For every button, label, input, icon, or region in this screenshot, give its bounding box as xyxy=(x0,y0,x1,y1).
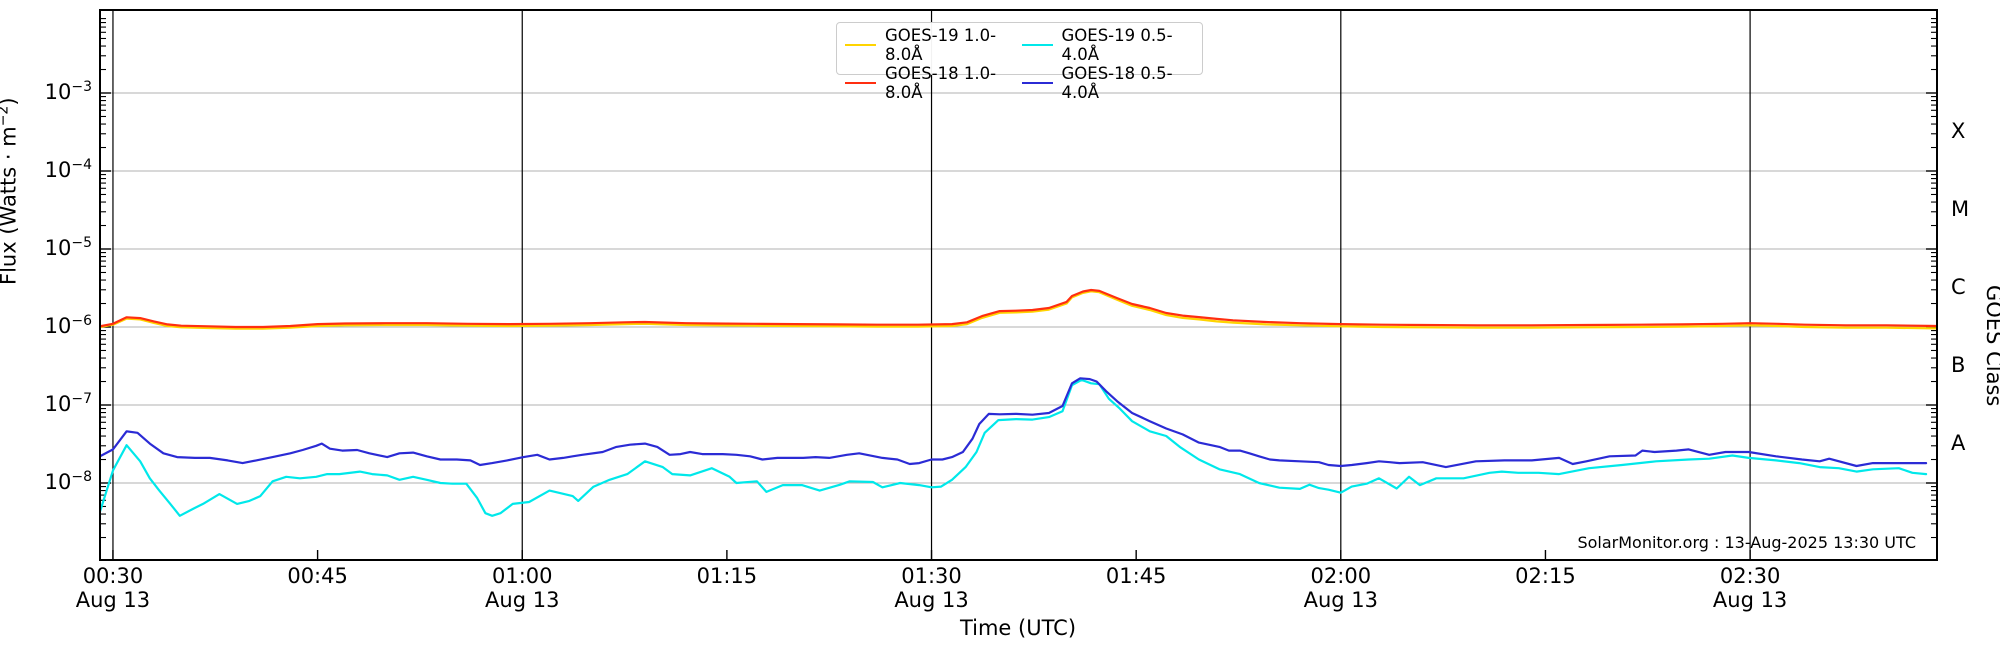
legend: GOES-19 1.0-8.0Å GOES-18 1.0-8.0Å GOES-19 … xyxy=(836,22,1203,102)
x-tick-label: 02:15 xyxy=(1515,564,1576,588)
y-tick-label: 10−4 xyxy=(44,157,92,182)
legend-item: GOES-19 1.0-8.0Å xyxy=(843,26,1020,64)
x-tick-label: 00:30 xyxy=(82,564,144,588)
x-tick-date-label: Aug 13 xyxy=(1303,588,1378,612)
x-axis-title: Time (UTC) xyxy=(959,616,1077,640)
legend-item: GOES-18 0.5-4.0Å xyxy=(1020,64,1197,102)
goes-class-label: C xyxy=(1951,275,1966,299)
goes-class-label: X xyxy=(1951,119,1966,143)
plot-frame xyxy=(99,9,1938,561)
x-tick-label: 01:30 xyxy=(901,564,962,588)
legend-line-swatch xyxy=(845,44,876,46)
legend-item: GOES-19 0.5-4.0Å xyxy=(1020,26,1197,64)
watermark-text: SolarMonitor.org : 13-Aug-2025 13:30 UTC xyxy=(1577,533,1916,552)
x-tick-date-label: Aug 13 xyxy=(75,588,151,612)
legend-label: GOES-18 1.0-8.0Å xyxy=(885,64,997,102)
goes-class-label: M xyxy=(1951,197,1970,221)
legend-line-swatch xyxy=(1021,82,1053,84)
series-GOES-19 0.5-4.0Å xyxy=(100,378,1928,517)
y-axis-title-right: GOES Class xyxy=(1982,285,2000,407)
legend-label: GOES-19 1.0-8.0Å xyxy=(885,26,997,64)
series-GOES-18 0.5-4.0Å xyxy=(100,377,1928,469)
x-tick-label: 02:00 xyxy=(1310,564,1372,588)
series-GOES-18 1.0-8.0Å xyxy=(100,288,1937,329)
y-tick-label: 10−8 xyxy=(44,469,92,494)
x-tick-label: 01:45 xyxy=(1105,564,1167,588)
x-tick-date-label: Aug 13 xyxy=(1712,588,1788,612)
series-GOES-19 1.0-8.0Å xyxy=(100,290,1937,330)
x-tick-label: 01:15 xyxy=(696,564,758,588)
legend-label: GOES-19 0.5-4.0Å xyxy=(1061,26,1173,64)
legend-line-swatch xyxy=(1021,44,1053,46)
y-tick-label: 10−7 xyxy=(44,391,92,416)
x-tick-date-label: Aug 13 xyxy=(894,588,969,612)
x-tick-date-label: Aug 13 xyxy=(485,588,560,612)
goes-class-label: B xyxy=(1951,353,1966,377)
y-tick-label: 10−3 xyxy=(44,79,92,104)
x-tick-label: 02:30 xyxy=(1719,564,1781,588)
x-tick-label: 00:45 xyxy=(287,564,348,588)
y-tick-label: 10−6 xyxy=(44,313,92,338)
goes-class-label: A xyxy=(1951,431,1966,455)
x-tick-label: 01:00 xyxy=(491,564,553,588)
legend-item: GOES-18 1.0-8.0Å xyxy=(843,64,1020,102)
y-tick-label: 10−5 xyxy=(44,235,92,260)
legend-label: GOES-18 0.5-4.0Å xyxy=(1061,64,1173,102)
legend-line-swatch xyxy=(845,82,876,84)
